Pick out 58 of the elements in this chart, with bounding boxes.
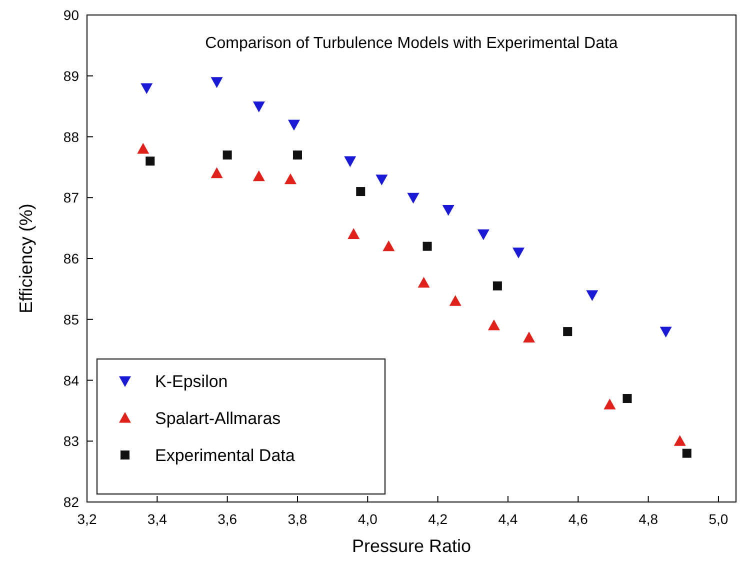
text: Comparison of Turbulence Models with Experimental Data [205,35,618,52]
point [492,281,502,290]
point [682,448,692,458]
y-tick-label: 89 [63,68,80,84]
x-axis-title: Pressure Ratio [352,536,472,556]
y-tick-label: 87 [63,190,80,206]
point [288,120,300,131]
point [210,167,223,178]
x-tick-label: 5,0 [708,511,728,527]
point [442,205,454,216]
x-tick-label: 4,6 [568,511,588,527]
y-tick-label: 83 [63,433,80,450]
legend-label: Spalart-Allmaras [155,409,281,428]
point [422,242,432,251]
point [252,102,265,112]
point [563,327,572,336]
point [660,326,672,338]
point [488,319,500,330]
point [449,295,462,306]
x-tick-label: 3,6 [218,511,238,527]
y-tick-label: 84 [63,372,80,388]
point [146,156,155,166]
point [586,290,598,302]
x-tick-label: 3,4 [147,511,168,527]
y-tick-label: 82 [63,494,80,510]
x-tick-label: 3,8 [288,511,308,527]
point [210,77,223,88]
x-tick-label: 3,2 [77,511,97,527]
y-axis-title: Efficiency (%) [16,204,36,314]
point [418,276,430,288]
x-tick-label: 4,8 [638,511,658,527]
point [622,394,632,404]
point [477,229,490,240]
point [222,150,232,160]
point [348,228,360,239]
legend-label: K-Epsilon [155,372,228,391]
point [604,398,616,410]
point [344,156,356,168]
y-tick-label: 88 [63,128,80,145]
x-tick-label: 4,2 [428,511,448,527]
y-tick-label: 85 [63,311,80,328]
point [376,174,388,186]
y-tick-label: 86 [63,250,80,266]
point [512,248,524,258]
point [674,435,686,446]
point [284,173,296,184]
point [382,240,395,252]
point [356,187,366,196]
y-tick-label: 90 [63,7,80,23]
x-tick-label: 4,4 [498,511,518,527]
x-tick-label: 4,0 [358,511,378,527]
legend-label: Experimental Data [155,446,296,465]
point [523,332,536,342]
point [140,83,153,94]
point [137,142,150,154]
point [407,192,420,204]
point [252,170,265,182]
point [292,150,302,160]
